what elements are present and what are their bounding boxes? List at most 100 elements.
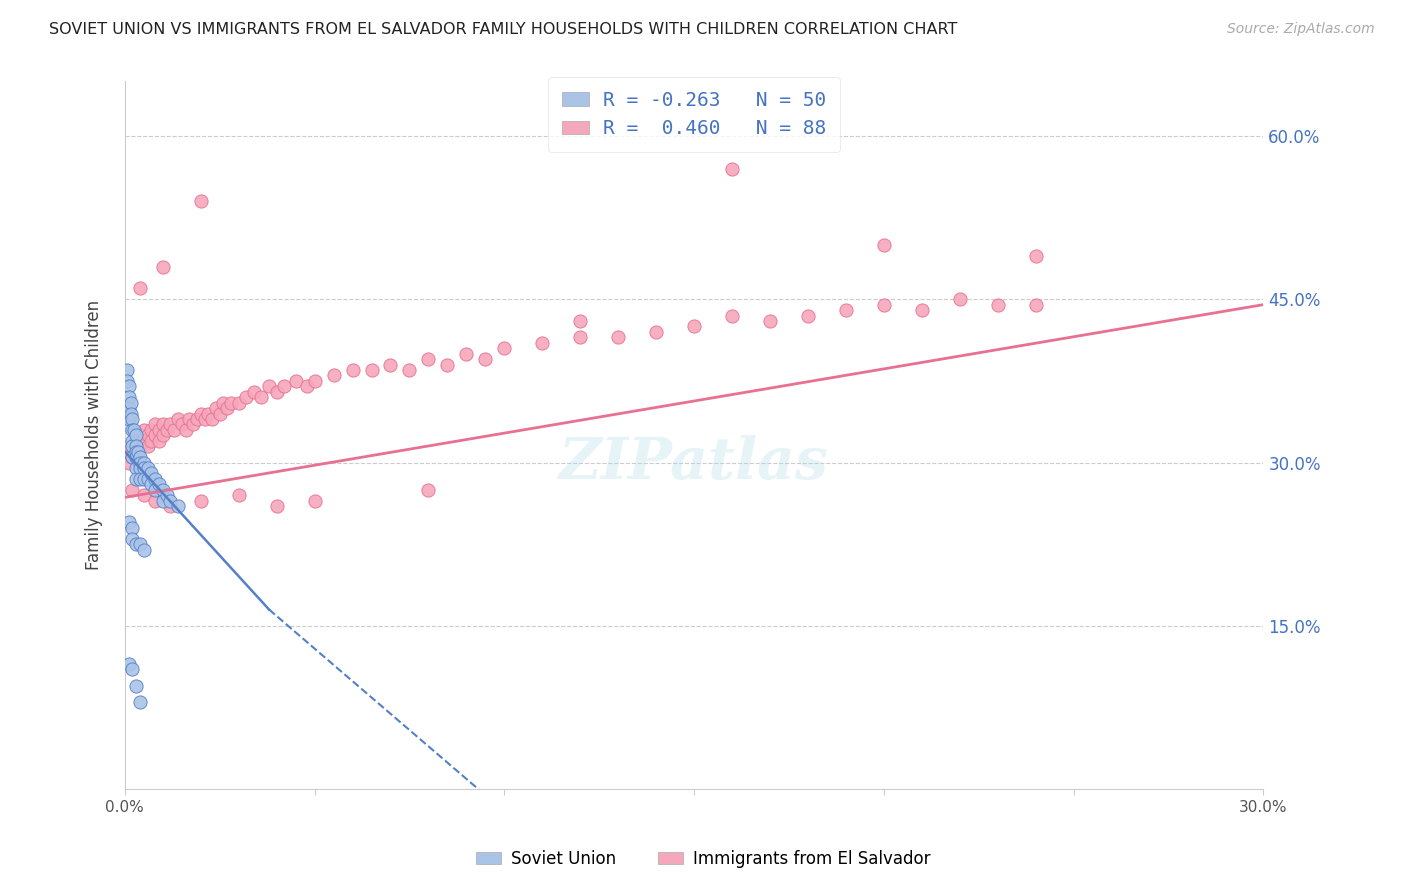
- Point: [174, 423, 197, 437]
- Point: [121, 423, 143, 437]
- Point: [1025, 249, 1047, 263]
- Point: [197, 407, 219, 421]
- Point: [127, 444, 149, 458]
- Point: [273, 379, 295, 393]
- Point: [167, 499, 190, 513]
- Point: [132, 423, 155, 437]
- Point: [159, 493, 181, 508]
- Point: [494, 341, 516, 355]
- Point: [322, 368, 344, 383]
- Point: [136, 461, 159, 475]
- Point: [266, 384, 288, 399]
- Point: [201, 412, 224, 426]
- Point: [125, 444, 148, 458]
- Point: [683, 319, 706, 334]
- Point: [129, 461, 152, 475]
- Point: [835, 303, 858, 318]
- Point: [132, 488, 155, 502]
- Point: [436, 358, 458, 372]
- Point: [228, 395, 250, 409]
- Text: Source: ZipAtlas.com: Source: ZipAtlas.com: [1227, 22, 1375, 37]
- Point: [212, 395, 235, 409]
- Point: [531, 335, 554, 350]
- Point: [243, 384, 266, 399]
- Point: [148, 477, 170, 491]
- Point: [121, 412, 143, 426]
- Point: [304, 493, 326, 508]
- Point: [186, 412, 208, 426]
- Point: [190, 493, 212, 508]
- Point: [129, 537, 152, 551]
- Point: [125, 444, 148, 458]
- Point: [115, 374, 138, 388]
- Point: [121, 521, 143, 535]
- Point: [152, 260, 174, 274]
- Point: [474, 352, 496, 367]
- Point: [141, 467, 163, 481]
- Point: [141, 434, 163, 448]
- Point: [235, 390, 257, 404]
- Point: [125, 537, 148, 551]
- Point: [569, 330, 592, 344]
- Point: [129, 456, 152, 470]
- Point: [121, 532, 143, 546]
- Point: [125, 428, 148, 442]
- Point: [949, 292, 972, 306]
- Point: [721, 309, 744, 323]
- Point: [155, 423, 177, 437]
- Point: [228, 488, 250, 502]
- Point: [120, 407, 142, 421]
- Point: [456, 346, 478, 360]
- Point: [117, 401, 139, 415]
- Text: SOVIET UNION VS IMMIGRANTS FROM EL SALVADOR FAMILY HOUSEHOLDS WITH CHILDREN CORR: SOVIET UNION VS IMMIGRANTS FROM EL SALVA…: [49, 22, 957, 37]
- Point: [121, 439, 143, 453]
- Point: [120, 395, 142, 409]
- Point: [179, 412, 201, 426]
- Point: [569, 314, 592, 328]
- Point: [132, 542, 155, 557]
- Point: [284, 374, 307, 388]
- Point: [1025, 298, 1047, 312]
- Point: [121, 434, 143, 448]
- Point: [121, 662, 143, 676]
- Point: [152, 493, 174, 508]
- Point: [136, 472, 159, 486]
- Point: [129, 439, 152, 453]
- Point: [266, 499, 288, 513]
- Point: [163, 423, 186, 437]
- Point: [117, 516, 139, 530]
- Point: [136, 439, 159, 453]
- Point: [141, 477, 163, 491]
- Point: [121, 450, 143, 464]
- Point: [121, 439, 143, 453]
- Point: [304, 374, 326, 388]
- Point: [987, 298, 1010, 312]
- Point: [117, 444, 139, 458]
- Point: [117, 456, 139, 470]
- Point: [418, 483, 440, 497]
- Point: [380, 358, 402, 372]
- Point: [124, 423, 146, 437]
- Point: [132, 472, 155, 486]
- Point: [152, 417, 174, 432]
- Text: ZIPatlas: ZIPatlas: [560, 435, 830, 491]
- Point: [167, 412, 190, 426]
- Point: [360, 363, 382, 377]
- Point: [342, 363, 364, 377]
- Point: [911, 303, 934, 318]
- Legend: R = -0.263   N = 50, R =  0.460   N = 88: R = -0.263 N = 50, R = 0.460 N = 88: [548, 77, 839, 152]
- Y-axis label: Family Households with Children: Family Households with Children: [86, 301, 103, 570]
- Point: [152, 483, 174, 497]
- Point: [170, 417, 193, 432]
- Point: [136, 428, 159, 442]
- Point: [125, 450, 148, 464]
- Point: [645, 325, 668, 339]
- Point: [115, 363, 138, 377]
- Point: [152, 428, 174, 442]
- Point: [190, 194, 212, 209]
- Point: [129, 472, 152, 486]
- Point: [159, 417, 181, 432]
- Point: [873, 298, 896, 312]
- Point: [143, 483, 166, 497]
- Point: [129, 428, 152, 442]
